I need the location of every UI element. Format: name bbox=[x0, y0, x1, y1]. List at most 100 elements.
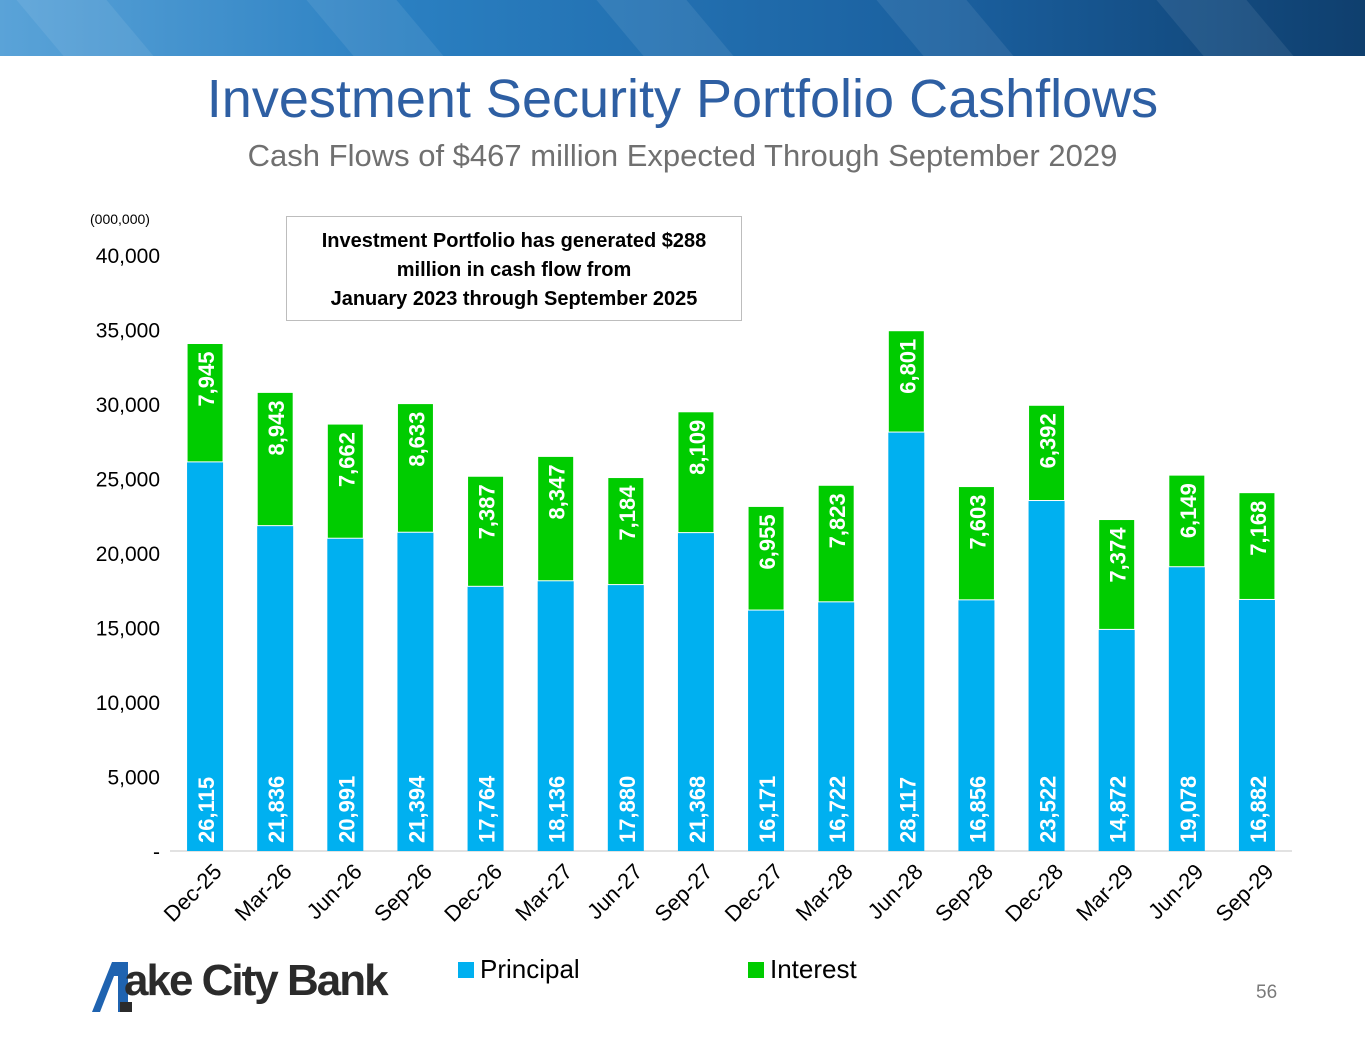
bar-interest bbox=[1238, 492, 1276, 600]
data-label-principal: 19,078 bbox=[1176, 776, 1201, 843]
callout-box: Investment Portfolio has generated $288 … bbox=[286, 216, 742, 321]
bar-interest bbox=[256, 391, 294, 527]
bar-interest bbox=[1098, 519, 1136, 630]
data-label-principal: 20,991 bbox=[334, 776, 359, 843]
data-label-interest: 6,801 bbox=[895, 339, 920, 394]
y-tick-label: 20,000 bbox=[96, 543, 160, 566]
y-tick-label: 10,000 bbox=[96, 692, 160, 715]
bar-principal bbox=[1168, 566, 1205, 851]
data-label-interest: 7,374 bbox=[1106, 527, 1131, 583]
x-tick-label: Dec-26 bbox=[439, 859, 507, 927]
x-tick-label: Mar-27 bbox=[510, 859, 577, 926]
data-label-principal: 28,117 bbox=[895, 777, 920, 843]
data-label-principal: 16,856 bbox=[965, 776, 990, 843]
data-label-interest: 6,149 bbox=[1176, 483, 1201, 538]
data-label-interest: 7,168 bbox=[1246, 501, 1271, 556]
x-tick-label: Dec-28 bbox=[1000, 859, 1068, 927]
x-tick-label: Mar-29 bbox=[1071, 859, 1138, 926]
bar-principal bbox=[607, 584, 644, 851]
bar-principal bbox=[888, 432, 925, 851]
data-label-interest: 7,945 bbox=[194, 352, 219, 407]
y-tick-label: 30,000 bbox=[96, 394, 160, 417]
page-title: Investment Security Portfolio Cashflows bbox=[206, 69, 1159, 129]
bars: 26,115 7,945 21,836 8,943 20,991 7,662 21,394 8… bbox=[186, 330, 1276, 851]
data-label-principal: 21,394 bbox=[404, 775, 429, 843]
data-label-principal: 14,872 bbox=[1106, 776, 1131, 843]
x-tick-label: Jun-27 bbox=[582, 859, 647, 924]
y-tick-label: 35,000 bbox=[96, 320, 160, 343]
data-label-interest: 7,603 bbox=[965, 495, 990, 550]
x-tick-label: Mar-26 bbox=[230, 859, 297, 926]
x-tick-label: Mar-28 bbox=[791, 859, 858, 926]
header-banner bbox=[0, 0, 1365, 56]
legend-principal: Principal bbox=[458, 954, 580, 985]
bar-interest bbox=[887, 330, 925, 433]
data-label-interest: 7,184 bbox=[615, 485, 640, 541]
lake-city-bank-logo: ake City Bank bbox=[88, 954, 418, 1018]
bar-principal bbox=[748, 610, 785, 851]
x-axis: Dec-25 Mar-26 Jun-26 Sep-26 Dec-26 Mar-27 Jun-… bbox=[159, 859, 1279, 927]
x-tick-label: Dec-25 bbox=[159, 859, 227, 927]
bar-interest bbox=[957, 486, 995, 601]
data-label-principal: 16,882 bbox=[1246, 776, 1271, 843]
bar-interest bbox=[677, 411, 715, 534]
bar-interest bbox=[817, 484, 855, 603]
bar-interest bbox=[1168, 474, 1206, 568]
y-tick-label: - bbox=[153, 841, 160, 864]
y-tick-label: 40,000 bbox=[96, 245, 160, 268]
data-label-interest: 6,392 bbox=[1036, 413, 1061, 468]
legend-principal-label: Principal bbox=[480, 954, 580, 984]
y-tick-label: 5,000 bbox=[107, 767, 160, 790]
bar-principal bbox=[537, 580, 574, 851]
x-tick-label: Sep-27 bbox=[650, 859, 718, 927]
data-label-principal: 16,171 bbox=[755, 776, 780, 843]
bar-principal bbox=[397, 532, 434, 851]
logo-text: ake City Bank bbox=[124, 956, 389, 1005]
callout-line-2: million in cash flow from bbox=[396, 259, 632, 281]
bar-interest bbox=[186, 343, 224, 463]
data-label-principal: 26,115 bbox=[194, 777, 219, 843]
page-number: 56 bbox=[1256, 982, 1278, 1003]
bar-interest bbox=[396, 403, 434, 533]
bar-principal bbox=[677, 532, 714, 851]
data-label-principal: 21,368 bbox=[685, 776, 710, 843]
bar-interest bbox=[467, 475, 505, 587]
data-label-interest: 7,387 bbox=[475, 484, 500, 539]
data-label-interest: 7,823 bbox=[825, 493, 850, 548]
page-subtitle: Cash Flows of $467 million Expected Thro… bbox=[247, 138, 1118, 173]
data-label-interest: 7,662 bbox=[334, 432, 359, 487]
bar-principal bbox=[187, 461, 224, 851]
x-tick-label: Jun-28 bbox=[863, 859, 928, 924]
bar-interest bbox=[607, 477, 645, 586]
bar-principal bbox=[257, 525, 294, 851]
bar-interest bbox=[747, 505, 785, 611]
data-label-principal: 21,836 bbox=[264, 776, 289, 843]
data-label-interest: 8,109 bbox=[685, 420, 710, 475]
x-tick-label: Sep-26 bbox=[369, 859, 437, 927]
bar-principal bbox=[467, 586, 504, 851]
bar-interest bbox=[537, 455, 575, 582]
x-tick-label: Sep-29 bbox=[1211, 859, 1279, 927]
data-label-interest: 8,633 bbox=[404, 412, 429, 467]
x-tick-label: Jun-26 bbox=[302, 859, 367, 924]
data-label-principal: 17,880 bbox=[615, 776, 640, 843]
bar-principal bbox=[327, 538, 364, 851]
x-tick-label: Sep-28 bbox=[930, 859, 998, 927]
bar-interest bbox=[1028, 404, 1066, 502]
bar-principal bbox=[818, 601, 855, 851]
logo-mark-icon bbox=[92, 962, 132, 1012]
x-tick-label: Jun-29 bbox=[1143, 859, 1208, 924]
callout-line-3: January 2023 through September 2025 bbox=[330, 288, 698, 310]
y-tick-label: 15,000 bbox=[96, 618, 160, 641]
legend-interest-label: Interest bbox=[770, 954, 857, 984]
data-label-interest: 6,955 bbox=[755, 514, 780, 569]
units-label: (000,000) bbox=[90, 211, 150, 227]
bar-principal bbox=[1098, 629, 1135, 851]
data-label-principal: 23,522 bbox=[1036, 776, 1061, 843]
data-label-principal: 17,764 bbox=[475, 775, 500, 843]
bar-principal bbox=[1238, 599, 1275, 851]
data-label-interest: 8,347 bbox=[545, 464, 570, 519]
bar-interest bbox=[326, 423, 364, 539]
bar-principal bbox=[1028, 500, 1065, 851]
